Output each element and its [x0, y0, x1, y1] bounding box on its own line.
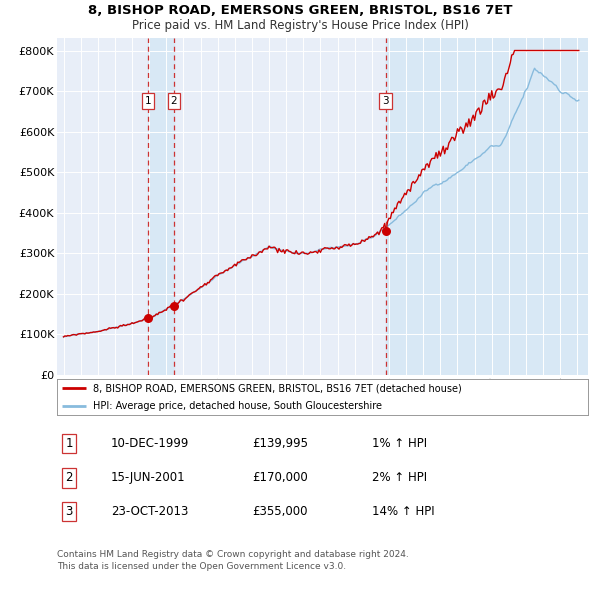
Text: 2% ↑ HPI: 2% ↑ HPI — [372, 471, 427, 484]
Text: 23-OCT-2013: 23-OCT-2013 — [111, 505, 188, 518]
Text: HPI: Average price, detached house, South Gloucestershire: HPI: Average price, detached house, Sout… — [93, 401, 382, 411]
Text: Contains HM Land Registry data © Crown copyright and database right 2024.: Contains HM Land Registry data © Crown c… — [57, 550, 409, 559]
Bar — [148, 38, 174, 375]
Text: 1: 1 — [145, 96, 151, 106]
Text: 2: 2 — [65, 471, 73, 484]
Text: 15-JUN-2001: 15-JUN-2001 — [111, 471, 185, 484]
Text: 8, BISHOP ROAD, EMERSONS GREEN, BRISTOL, BS16 7ET (detached house): 8, BISHOP ROAD, EMERSONS GREEN, BRISTOL,… — [93, 384, 462, 394]
Text: 2: 2 — [170, 96, 178, 106]
Text: 10-DEC-1999: 10-DEC-1999 — [111, 437, 190, 450]
Text: 1% ↑ HPI: 1% ↑ HPI — [372, 437, 427, 450]
Bar — [386, 38, 588, 375]
Text: This data is licensed under the Open Government Licence v3.0.: This data is licensed under the Open Gov… — [57, 562, 346, 571]
Text: £139,995: £139,995 — [252, 437, 308, 450]
Text: 14% ↑ HPI: 14% ↑ HPI — [372, 505, 434, 518]
Text: 3: 3 — [382, 96, 389, 106]
Text: 8, BISHOP ROAD, EMERSONS GREEN, BRISTOL, BS16 7ET: 8, BISHOP ROAD, EMERSONS GREEN, BRISTOL,… — [88, 4, 512, 17]
Text: £170,000: £170,000 — [252, 471, 308, 484]
Text: Price paid vs. HM Land Registry's House Price Index (HPI): Price paid vs. HM Land Registry's House … — [131, 19, 469, 32]
Text: 3: 3 — [65, 505, 73, 518]
Text: £355,000: £355,000 — [252, 505, 308, 518]
Text: 1: 1 — [65, 437, 73, 450]
